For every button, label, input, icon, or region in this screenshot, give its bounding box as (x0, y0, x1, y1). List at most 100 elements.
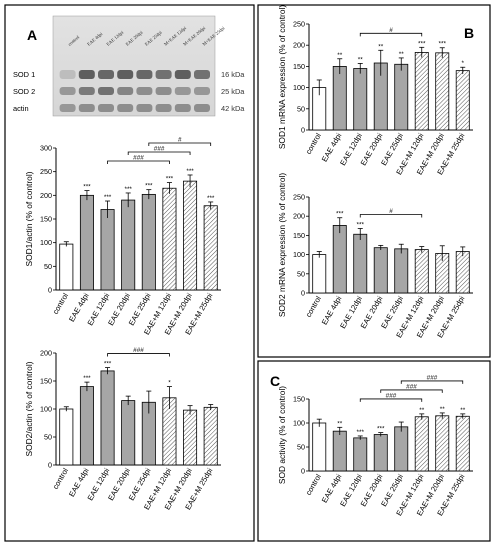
significance-label: *** (83, 375, 91, 382)
y-tick-label: 100 (40, 238, 52, 247)
y-tick-label: 50 (297, 104, 305, 113)
significance-label: ** (399, 51, 404, 58)
blot-band (174, 87, 191, 95)
panel-a-letter: A (27, 27, 37, 43)
significance-label: ** (378, 43, 383, 50)
y-axis-label: SOD2 mRNA expression (% of control) (277, 173, 287, 317)
blot-band (136, 87, 153, 95)
blot-band (59, 104, 76, 112)
x-tick-label: control (51, 291, 70, 316)
comparison-bracket (107, 160, 170, 164)
y-tick-label: 150 (293, 395, 305, 404)
y-tick-label: 50 (44, 433, 52, 442)
chart-sod-activity: 0 50 100 150 SOD activity (% of control) cont… (277, 374, 473, 517)
y-tick-label: 50 (297, 269, 305, 278)
y-tick-label: 0 (301, 126, 305, 135)
y-tick-label: 200 (40, 349, 52, 358)
bracket-label: ### (386, 392, 397, 399)
significance-label: ** (440, 406, 445, 413)
blot-band (117, 70, 134, 79)
x-tick-label: control (51, 466, 70, 491)
blot-band (59, 87, 76, 95)
significance-label: * (168, 380, 171, 387)
bar (162, 187, 177, 291)
bar (455, 251, 470, 294)
blot-band (155, 87, 172, 95)
chart-sod1-mrna: 0 50 100 150 200 250 SOD1 mRNA expression (% o… (277, 5, 473, 176)
bar (79, 386, 94, 466)
significance-label: *** (357, 221, 365, 228)
y-axis-label: SOD activity (% of control) (277, 386, 287, 484)
panel-c-frame (257, 360, 491, 542)
y-tick-label: 0 (48, 461, 52, 470)
chart-sod2-mrna: 0 50 100 150 200 250 SOD2 mRNA expression (% o… (277, 173, 473, 339)
significance-label: *** (439, 41, 447, 48)
bar (455, 415, 470, 472)
significance-label: *** (186, 168, 194, 175)
bar (394, 426, 409, 472)
blot-band (59, 70, 76, 79)
panel-b-letter: B (464, 25, 474, 41)
bar (332, 430, 347, 472)
y-tick-label: 0 (301, 289, 305, 298)
y-tick-label: 100 (40, 405, 52, 414)
western-blot: control EAE 4dpi EAE 12dpi EAE 20dpi EAE 25d… (13, 15, 245, 117)
bar (394, 63, 409, 131)
bar (414, 249, 429, 294)
bar (435, 415, 450, 472)
bracket-label: # (389, 208, 393, 215)
bar (141, 193, 156, 291)
panel-b-frame (257, 4, 491, 358)
significance-label: *** (336, 211, 344, 218)
y-tick-label: 250 (293, 20, 305, 29)
significance-label: *** (418, 40, 426, 47)
y-tick-label: 150 (40, 215, 52, 224)
comparison-bracket (380, 389, 443, 393)
chart-sod2-actin: 0 50 100 150 200 SOD2/actin (% of control) con… (24, 347, 221, 511)
y-tick-label: 50 (297, 443, 305, 452)
blot-band (155, 104, 172, 112)
blot-band (98, 70, 114, 79)
blot-kda-actin: 42 kDa (221, 104, 245, 113)
y-tick-label: 100 (293, 419, 305, 428)
bar (79, 194, 94, 291)
comparison-bracket (127, 151, 191, 155)
significance-label: *** (145, 183, 153, 190)
y-axis-label: SOD1 mRNA expression (% of control) (277, 5, 287, 149)
significance-label: *** (83, 184, 91, 191)
blot-band (174, 104, 191, 112)
x-tick-label: control (304, 131, 323, 156)
y-tick-label: 0 (48, 286, 52, 295)
bar (121, 199, 136, 291)
significance-label: ** (460, 407, 465, 414)
blot-band (117, 104, 134, 112)
bar (332, 66, 347, 131)
comparison-bracket (359, 32, 423, 37)
blot-band (174, 70, 191, 79)
bracket-label: ### (427, 374, 438, 381)
y-tick-label: 300 (40, 144, 52, 153)
bracket-label: ### (133, 154, 144, 161)
comparison-bracket (107, 353, 170, 357)
bar (435, 52, 450, 131)
bar (203, 406, 218, 466)
y-tick-label: 150 (293, 231, 305, 240)
y-axis-label: SOD1/actin (% of control) (24, 171, 34, 266)
blot-band (194, 70, 210, 79)
bar (312, 254, 327, 294)
y-tick-label: 200 (293, 41, 305, 50)
bar (414, 416, 429, 472)
significance-label: ** (337, 52, 342, 59)
comparison-bracket (359, 214, 423, 218)
bar (394, 248, 409, 294)
blot-band (98, 87, 114, 95)
bar (183, 409, 198, 466)
significance-label: *** (207, 195, 215, 202)
blot-band (194, 87, 210, 95)
significance-label: ** (419, 407, 424, 414)
significance-label: *** (377, 426, 385, 433)
x-tick-label: control (304, 294, 323, 319)
bar (332, 225, 347, 294)
bar (100, 370, 115, 466)
